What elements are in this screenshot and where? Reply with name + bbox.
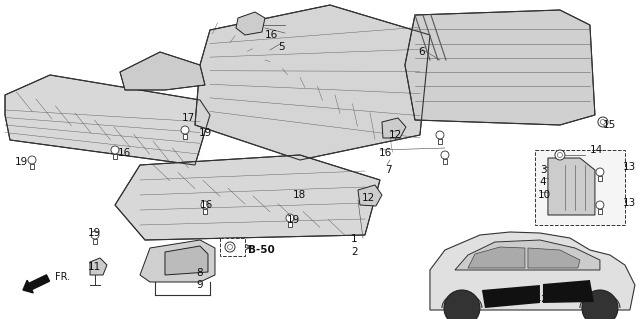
Polygon shape bbox=[90, 258, 107, 275]
Polygon shape bbox=[482, 285, 540, 308]
Text: 6: 6 bbox=[418, 47, 424, 57]
Text: 9: 9 bbox=[196, 280, 203, 290]
Text: 15: 15 bbox=[603, 120, 616, 130]
Polygon shape bbox=[140, 240, 215, 282]
Polygon shape bbox=[382, 118, 406, 138]
Polygon shape bbox=[195, 5, 430, 160]
Bar bbox=[93, 239, 97, 244]
Text: 19: 19 bbox=[88, 228, 101, 238]
Bar bbox=[535, 150, 625, 225]
Polygon shape bbox=[165, 246, 208, 275]
Text: 13: 13 bbox=[623, 162, 636, 172]
Polygon shape bbox=[405, 10, 595, 125]
Circle shape bbox=[582, 290, 618, 319]
Polygon shape bbox=[358, 185, 382, 206]
Text: 16: 16 bbox=[379, 148, 392, 158]
Circle shape bbox=[596, 201, 604, 209]
FancyArrow shape bbox=[23, 275, 49, 293]
Bar bbox=[30, 164, 34, 169]
Text: 1: 1 bbox=[351, 234, 358, 244]
Text: 18: 18 bbox=[293, 190, 306, 200]
Bar bbox=[113, 154, 117, 159]
Polygon shape bbox=[430, 232, 635, 310]
Polygon shape bbox=[528, 248, 580, 268]
Bar bbox=[220, 238, 245, 256]
Bar bbox=[598, 176, 602, 181]
Text: 12: 12 bbox=[389, 130, 402, 140]
Text: 10: 10 bbox=[538, 190, 551, 200]
Text: 3: 3 bbox=[540, 165, 547, 175]
Text: 8: 8 bbox=[196, 268, 203, 278]
Circle shape bbox=[111, 146, 119, 154]
Circle shape bbox=[28, 156, 36, 164]
Text: 16: 16 bbox=[200, 200, 213, 210]
Circle shape bbox=[596, 168, 604, 176]
Text: 5: 5 bbox=[278, 42, 285, 52]
Circle shape bbox=[557, 152, 563, 158]
Text: 19: 19 bbox=[199, 128, 212, 138]
Circle shape bbox=[91, 231, 99, 239]
Circle shape bbox=[436, 131, 444, 139]
Circle shape bbox=[181, 126, 189, 134]
Circle shape bbox=[444, 290, 480, 319]
Bar bbox=[288, 222, 292, 227]
Polygon shape bbox=[468, 247, 525, 268]
Text: 12: 12 bbox=[362, 193, 375, 203]
Bar bbox=[598, 209, 602, 214]
Polygon shape bbox=[115, 155, 380, 240]
Text: 13: 13 bbox=[623, 198, 636, 208]
Circle shape bbox=[227, 244, 232, 249]
Polygon shape bbox=[5, 75, 210, 165]
Text: 14: 14 bbox=[590, 145, 603, 155]
Bar bbox=[443, 159, 447, 164]
Text: B-50: B-50 bbox=[248, 245, 275, 255]
Circle shape bbox=[598, 117, 608, 127]
Polygon shape bbox=[455, 240, 600, 270]
Text: FR.: FR. bbox=[55, 272, 70, 282]
Circle shape bbox=[201, 201, 209, 209]
Polygon shape bbox=[543, 280, 594, 303]
Bar bbox=[203, 209, 207, 214]
Circle shape bbox=[600, 120, 605, 124]
Polygon shape bbox=[236, 12, 265, 35]
Polygon shape bbox=[120, 52, 205, 90]
Text: 7: 7 bbox=[385, 165, 392, 175]
Circle shape bbox=[441, 151, 449, 159]
Text: 5VB4B4211: 5VB4B4211 bbox=[508, 295, 557, 304]
Text: 19: 19 bbox=[287, 215, 300, 225]
Text: 19: 19 bbox=[15, 157, 28, 167]
Circle shape bbox=[286, 214, 294, 222]
Text: 16: 16 bbox=[265, 30, 278, 40]
Bar bbox=[183, 134, 187, 139]
Bar bbox=[438, 139, 442, 144]
Text: 2: 2 bbox=[351, 247, 358, 257]
Text: 17: 17 bbox=[182, 113, 195, 123]
Circle shape bbox=[555, 150, 565, 160]
Text: 11: 11 bbox=[88, 262, 101, 272]
Polygon shape bbox=[548, 158, 595, 215]
Text: 4: 4 bbox=[540, 177, 547, 187]
Circle shape bbox=[225, 242, 235, 252]
Text: 16: 16 bbox=[118, 148, 131, 158]
